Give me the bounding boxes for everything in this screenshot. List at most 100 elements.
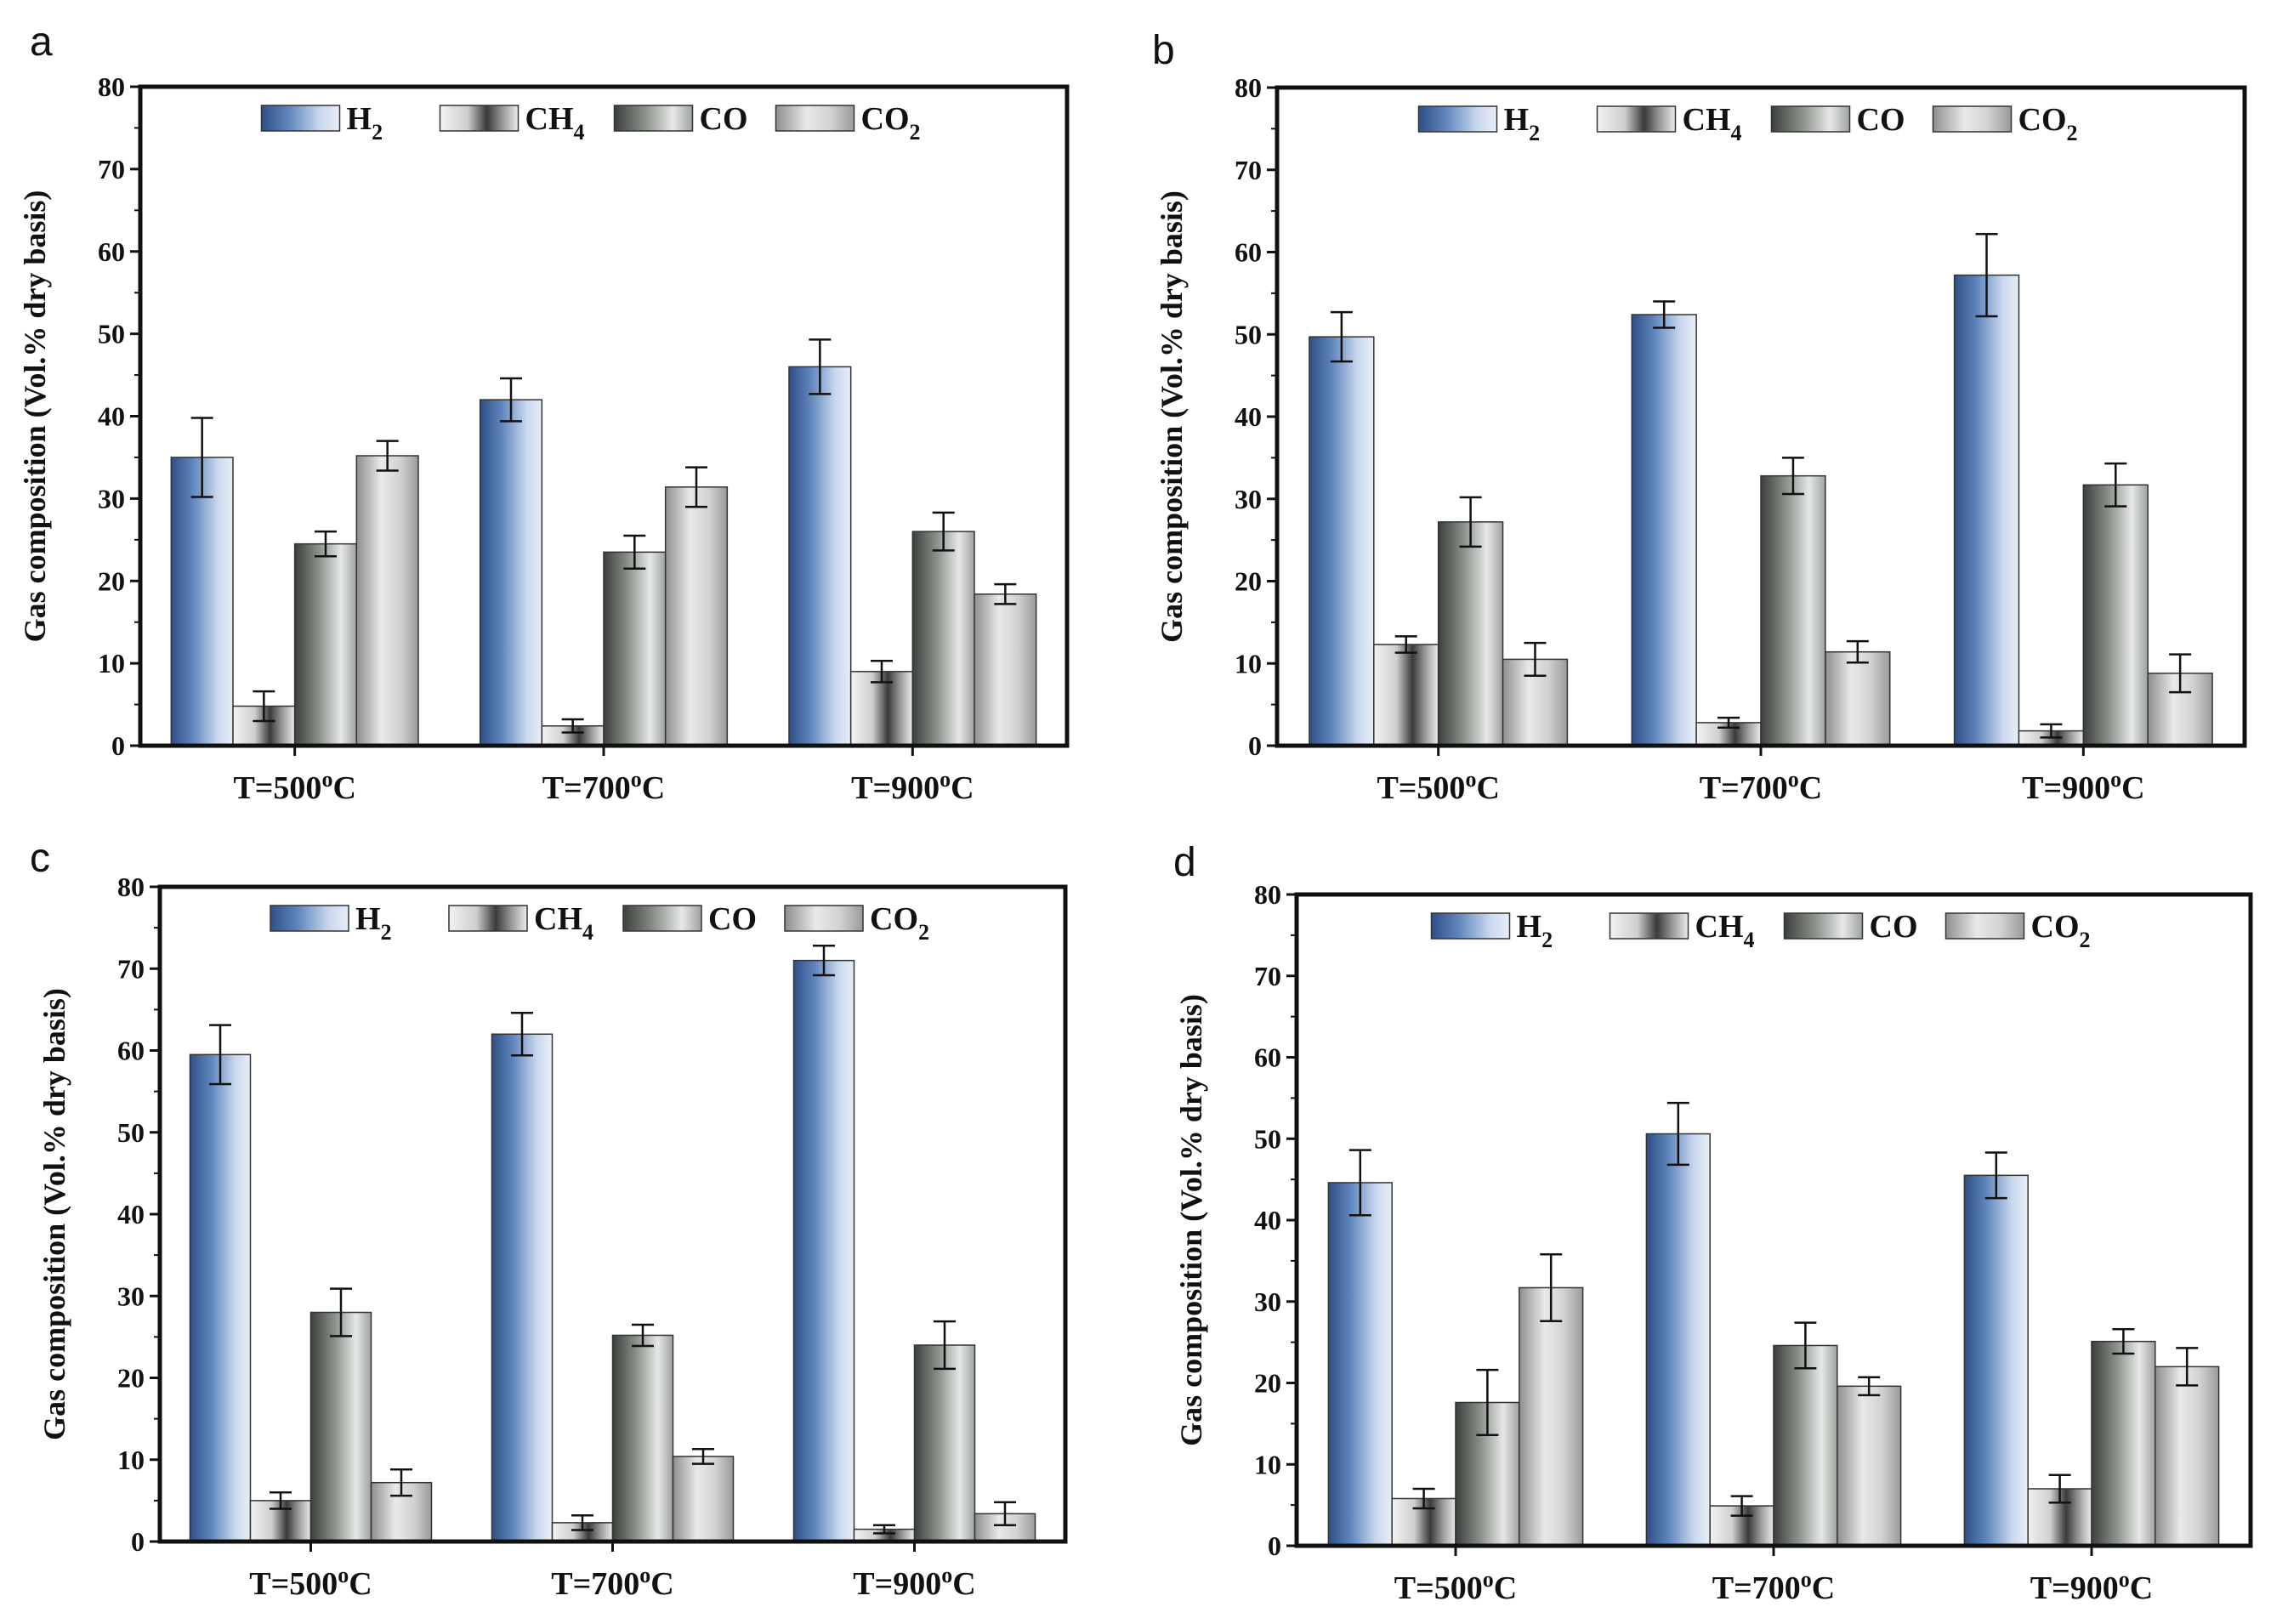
legend-label-co: CO xyxy=(708,901,757,937)
y-tick-label: 70 xyxy=(98,154,125,185)
y-tick-label: 20 xyxy=(98,565,125,596)
x-tick-label: T=900oC xyxy=(2022,767,2144,806)
y-tick-label: 10 xyxy=(98,648,125,679)
bar-co-3 xyxy=(911,531,975,747)
legend-swatch-co2 xyxy=(1945,912,2025,940)
bar-co2-3 xyxy=(974,593,1037,747)
legend-label-ch4: CH4 xyxy=(534,901,593,945)
y-tick-label: 30 xyxy=(98,483,125,514)
legend: H2 CH4 CO CO2 xyxy=(1430,909,2091,952)
y-tick-label: 0 xyxy=(131,1526,145,1557)
bar-co2-2 xyxy=(672,1456,735,1542)
y-tick-label: 70 xyxy=(1235,155,1262,185)
bar-h2-3 xyxy=(792,959,855,1542)
plot-frame xyxy=(138,84,1070,748)
y-axis-label: Gas composition (Vol.% dry basis) xyxy=(18,190,52,643)
bar-co-1 xyxy=(309,1311,372,1542)
legend-swatch-co2 xyxy=(1932,105,2013,133)
panel-letter: b xyxy=(1152,28,1175,73)
legend-swatch-co2 xyxy=(775,105,855,132)
y-tick-label: 50 xyxy=(117,1117,145,1148)
legend-swatch-h2 xyxy=(260,105,341,132)
y-tick-label: 10 xyxy=(117,1445,145,1475)
y-tick-label: 80 xyxy=(1254,879,1281,910)
bar-co2-2 xyxy=(664,486,729,747)
y-tick-label: 80 xyxy=(98,71,125,102)
legend-swatch-h2 xyxy=(1430,912,1511,940)
legend-label-h2: H2 xyxy=(1504,102,1541,145)
y-tick-label: 40 xyxy=(117,1199,145,1229)
bar-co-2 xyxy=(1760,474,1826,747)
bar-h2-1 xyxy=(1309,336,1375,747)
y-tick-label: 10 xyxy=(1235,648,1262,679)
panel-d: d 0 10 20 30 40 50 60 70 80 Gas composition (Vol.%… xyxy=(1173,840,2253,1606)
bar-co-2 xyxy=(611,1334,674,1542)
legend-swatch-ch4 xyxy=(1596,105,1677,133)
y-tick-label: 0 xyxy=(111,730,125,761)
y-tick-label: 50 xyxy=(98,319,125,349)
y-tick-label: 20 xyxy=(117,1363,145,1394)
bar-h2-1 xyxy=(170,457,234,747)
legend-swatch-co xyxy=(1770,105,1851,133)
legend-label-h2: H2 xyxy=(347,101,383,145)
panel-letter: a xyxy=(30,20,53,65)
y-tick-label: 40 xyxy=(1254,1205,1281,1235)
legend-label-co: CO xyxy=(1870,909,1918,945)
legend-swatch-ch4 xyxy=(1609,912,1689,940)
y-tick-label: 30 xyxy=(1254,1286,1281,1317)
legend-label-ch4: CH4 xyxy=(525,101,585,145)
legend-swatch-co xyxy=(1783,912,1864,940)
legend-swatch-h2 xyxy=(270,905,349,932)
y-tick-label: 80 xyxy=(117,872,145,902)
plot-frame xyxy=(1294,892,2253,1548)
legend-label-co2: CO2 xyxy=(861,101,921,145)
legend: H2 CH4 CO CO2 xyxy=(270,901,929,945)
legend-label-ch4: CH4 xyxy=(1683,102,1742,145)
legend-swatch-ch4 xyxy=(448,905,528,932)
legend-label-co: CO xyxy=(700,101,748,137)
y-tick-label: 60 xyxy=(98,236,125,267)
x-tick-label: T=900oC xyxy=(2030,1567,2153,1606)
bar-co2-1 xyxy=(1519,1286,1584,1547)
bar-co2-2 xyxy=(1837,1385,1902,1547)
bar-co-3 xyxy=(2082,484,2149,747)
y-tick-label: 0 xyxy=(1248,730,1262,761)
x-tick-label: T=500oC xyxy=(1394,1567,1517,1606)
bar-co-2 xyxy=(603,551,667,747)
bar-co2-2 xyxy=(1825,650,1891,747)
panel-a: a 0 10 20 30 40 50 60 70 80 Gas composition (Vol.%… xyxy=(18,20,1070,806)
x-tick-label: T=700oC xyxy=(1712,1567,1835,1606)
bar-h2-1 xyxy=(189,1053,252,1542)
legend-label-co2: CO2 xyxy=(870,901,929,945)
y-tick-label: 70 xyxy=(1254,961,1281,991)
bar-co-3 xyxy=(913,1344,976,1542)
bar-co-1 xyxy=(1437,521,1504,747)
y-axis-label: Gas composition (Vol.% dry basis) xyxy=(1155,190,1189,643)
bar-co2-1 xyxy=(355,455,419,747)
y-tick-label: 50 xyxy=(1254,1123,1281,1154)
y-tick-label: 10 xyxy=(1254,1449,1281,1479)
plot-frame xyxy=(1275,85,2247,748)
y-tick-label: 80 xyxy=(1235,72,1262,103)
y-tick-label: 60 xyxy=(1235,237,1262,268)
plot-frame xyxy=(157,884,1068,1544)
bar-co-3 xyxy=(2091,1340,2156,1547)
legend-label-h2: H2 xyxy=(355,901,392,945)
legend-label-h2: H2 xyxy=(1517,909,1553,952)
x-tick-label: T=700oC xyxy=(542,767,665,806)
x-tick-label: T=500oC xyxy=(249,1563,372,1602)
bar-h2-2 xyxy=(1645,1133,1711,1547)
y-tick-label: 30 xyxy=(1235,484,1262,514)
x-tick-label: T=900oC xyxy=(851,767,974,806)
bar-h2-3 xyxy=(1963,1174,2029,1547)
panel-letter: d xyxy=(1173,840,1196,885)
legend-swatch-co xyxy=(622,905,702,932)
y-tick-label: 40 xyxy=(98,401,125,432)
legend: H2 CH4 CO CO2 xyxy=(1417,102,2078,145)
bar-h2-3 xyxy=(788,366,852,747)
bar-co-1 xyxy=(293,542,358,747)
panel-letter: c xyxy=(30,836,50,881)
legend-label-ch4: CH4 xyxy=(1695,909,1755,952)
y-tick-label: 60 xyxy=(117,1036,145,1066)
